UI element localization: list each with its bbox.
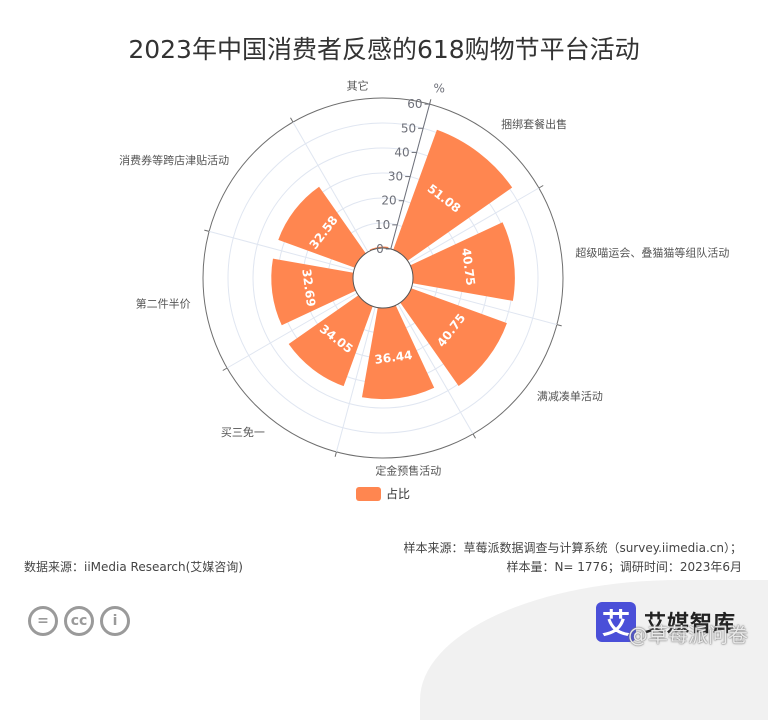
legend-swatch <box>356 486 381 501</box>
legend[interactable]: 占比 <box>356 485 410 502</box>
radial-tick-label: 0 <box>376 242 384 256</box>
sample-source-note: 样本来源：草莓派数据调查与计算系统（survey.iimedia.cn）； <box>403 541 742 555</box>
legend-label: 占比 <box>386 487 411 501</box>
category-label: 消费券等跨店津贴活动 <box>119 153 229 167</box>
bar-sector[interactable] <box>271 258 356 326</box>
equals-icon: = <box>28 606 58 636</box>
category-label: 超级喵运会、叠猫猫等组队活动 <box>575 246 729 260</box>
footer-background-swoosh <box>420 580 768 720</box>
category-label: 第二件半价 <box>136 296 191 310</box>
radial-tick-label: 60 <box>407 97 422 111</box>
page-title: 2023年中国消费者反感的618购物节平台活动 <box>128 35 640 64</box>
bar-value-label: 40.75 <box>459 247 478 286</box>
radial-tick-label: 20 <box>381 194 396 208</box>
watermark: @草莓派问卷 <box>628 623 748 647</box>
person-icon: i <box>100 606 130 636</box>
bar-value-label: 0.57 <box>362 226 393 244</box>
iimedia-logo: 艾 艾媒智库 <box>596 602 736 642</box>
logo-name: 艾媒智库 <box>644 612 737 637</box>
license-icons: = cc i <box>28 606 130 636</box>
bar-sector[interactable] <box>278 186 366 268</box>
category-label: 定金预售活动 <box>375 463 441 477</box>
data-source-note: 数据来源：iiMedia Research(艾媒咨询) <box>24 560 243 574</box>
radial-tick-label: 50 <box>401 121 416 135</box>
bar-sector[interactable] <box>400 288 507 387</box>
cc-icon: cc <box>64 606 94 636</box>
bar-sector[interactable] <box>393 129 513 261</box>
category-label: 其它 <box>347 79 369 93</box>
category-label: 买三免一 <box>221 425 265 439</box>
radial-tick-label: 30 <box>388 170 403 184</box>
radial-tick-label: 40 <box>394 145 409 159</box>
radial-axis: 0 10 20 30 40 50 60% <box>375 82 445 256</box>
sample-size-note: 样本量：N= 1776；调研时间：2023年6月 <box>506 560 742 574</box>
category-label: 满减凑单活动 <box>537 389 603 403</box>
bar-sector[interactable] <box>288 295 373 387</box>
bar-sector[interactable] <box>410 222 515 301</box>
category-label: 捆绑套餐出售 <box>501 117 567 131</box>
logo-mark-icon: 艾 <box>596 602 636 642</box>
radial-tick-label: 10 <box>375 218 390 232</box>
radial-axis-unit: % <box>434 82 445 96</box>
bar-value-label: 32.69 <box>299 268 318 307</box>
bar-value-label: 36.44 <box>374 348 413 367</box>
bar-sector[interactable] <box>361 305 435 400</box>
